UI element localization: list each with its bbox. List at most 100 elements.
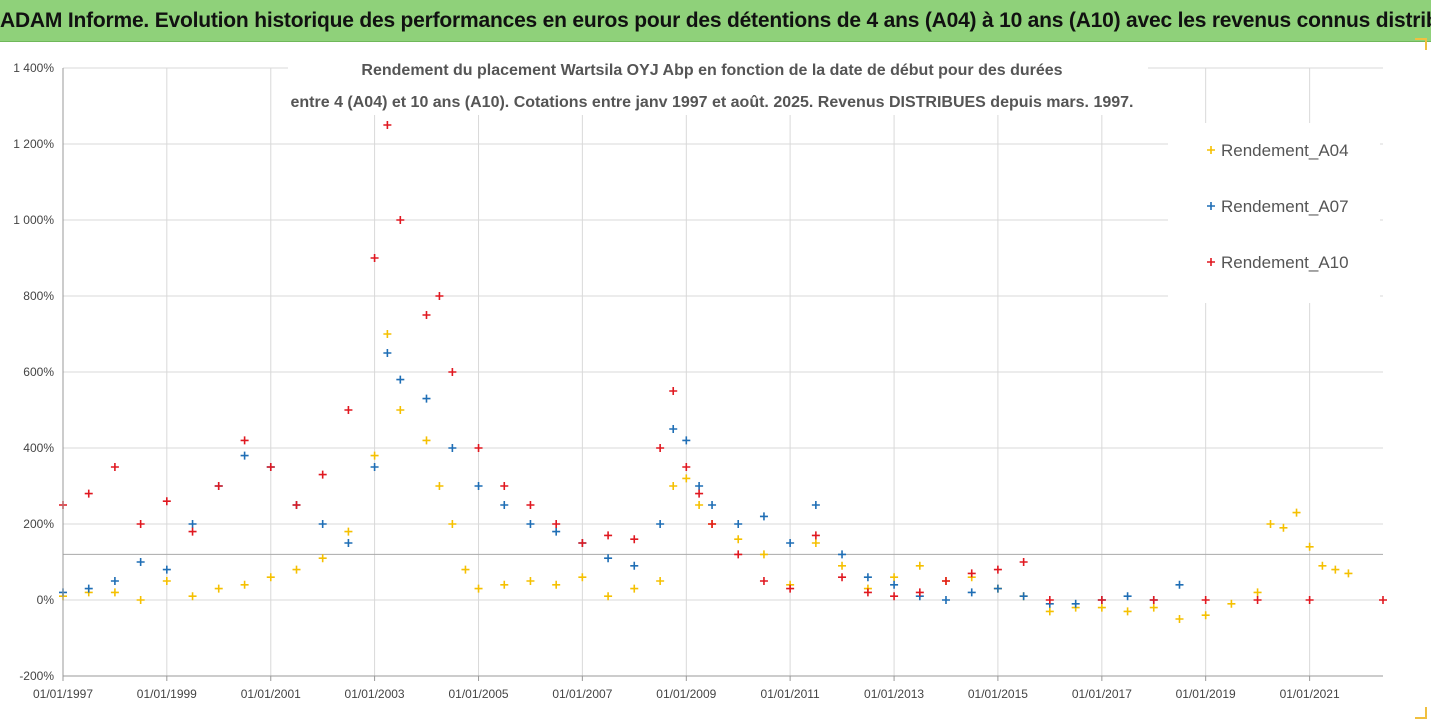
data-point [811, 539, 820, 547]
data-point [461, 565, 470, 574]
data-point [136, 596, 145, 604]
data-point [1097, 596, 1106, 604]
data-point [422, 394, 431, 403]
data-point [656, 444, 665, 452]
data-point [474, 584, 483, 593]
series-Rendement_A04 [59, 330, 1353, 623]
data-point [656, 577, 665, 585]
data-point [422, 436, 431, 445]
data-point [811, 531, 820, 540]
corner-marker [1415, 38, 1427, 50]
data-point [656, 520, 665, 528]
data-point [500, 580, 509, 589]
data-point [552, 520, 561, 528]
data-point [734, 520, 743, 528]
data-point [1149, 603, 1158, 612]
chart-title-line-1: Rendement du placement Wartsila OYJ Abp … [361, 62, 1062, 79]
data-point [240, 580, 249, 589]
data-point [682, 463, 691, 471]
data-point [786, 584, 795, 593]
y-tick-label: 800% [23, 289, 54, 303]
data-point [292, 565, 301, 574]
data-point [695, 482, 704, 490]
data-point [162, 497, 171, 506]
data-point [214, 482, 223, 490]
data-point [383, 121, 392, 129]
data-point [448, 444, 457, 452]
title-background [288, 49, 1148, 115]
data-point [162, 577, 171, 585]
data-point [630, 535, 639, 544]
data-point [1279, 523, 1288, 532]
legend: Rendement_A04 Rendement_A07 Rendement_A10 [1168, 123, 1380, 303]
data-point [240, 451, 249, 460]
legend-background [1168, 123, 1380, 303]
data-point [344, 406, 353, 414]
grid [62, 67, 1383, 677]
data-point [266, 463, 275, 471]
x-tick-label: 01/01/1999 [137, 687, 197, 701]
y-tick-label: -200% [19, 669, 54, 683]
data-point [759, 512, 768, 521]
data-point [188, 592, 197, 601]
data-point [396, 216, 405, 224]
data-point [734, 550, 743, 559]
banner-title: ADAM Informe. Evolution historique des p… [0, 9, 1431, 32]
data-point [1253, 588, 1262, 597]
data-point [435, 482, 444, 490]
legend-marker [1207, 258, 1215, 266]
x-tick-label: 01/01/2013 [864, 687, 924, 701]
data-point [759, 550, 768, 559]
data-point [578, 573, 587, 582]
data-point [162, 565, 171, 574]
data-point [448, 368, 457, 376]
data-point [1318, 561, 1327, 570]
data-point [1379, 596, 1387, 604]
data-point [318, 520, 327, 528]
data-point [448, 520, 457, 528]
data-point [838, 573, 847, 582]
data-point [1175, 615, 1184, 623]
data-point [941, 596, 950, 604]
chart-area: -200% 0% 200% 400% 600% 800% 1 000% 1 200% 1 400… [0, 38, 1431, 721]
legend-label: Rendement_A07 [1221, 197, 1349, 216]
data-point [604, 554, 613, 563]
legend-label: Rendement_A10 [1221, 253, 1349, 272]
x-tick-label: 01/01/2011 [761, 687, 820, 701]
data-point [84, 584, 93, 593]
data-point [1344, 569, 1353, 578]
data-point [708, 520, 717, 528]
data-point [890, 592, 899, 601]
data-point [1019, 558, 1028, 566]
x-tick-label: 01/01/2001 [241, 687, 301, 701]
data-marks [59, 121, 1387, 623]
data-point [1201, 611, 1210, 620]
data-point [1201, 596, 1210, 604]
data-point [604, 531, 613, 540]
data-point [552, 580, 561, 589]
data-point [396, 406, 405, 414]
data-point [318, 470, 327, 479]
data-point [1175, 580, 1184, 589]
data-point [1149, 596, 1158, 604]
data-point [552, 527, 561, 536]
data-point [344, 527, 353, 536]
data-point [500, 482, 509, 490]
header-banner: ADAM Informe. Evolution historique des p… [0, 0, 1431, 42]
y-tick-label: 1 000% [13, 213, 54, 227]
data-point [838, 550, 847, 559]
legend-marker [1207, 202, 1215, 210]
data-point [500, 501, 509, 509]
data-point [759, 577, 768, 585]
data-point [967, 569, 976, 578]
data-point [1305, 542, 1314, 551]
data-point [188, 520, 197, 528]
data-point [811, 501, 820, 509]
data-point [435, 292, 444, 300]
y-axis: -200% 0% 200% 400% 600% 800% 1 000% 1 200% 1 400… [13, 61, 64, 683]
data-point [370, 463, 379, 471]
data-point [1266, 520, 1275, 528]
data-point [669, 387, 678, 395]
data-point [266, 573, 275, 582]
data-point [292, 501, 301, 509]
